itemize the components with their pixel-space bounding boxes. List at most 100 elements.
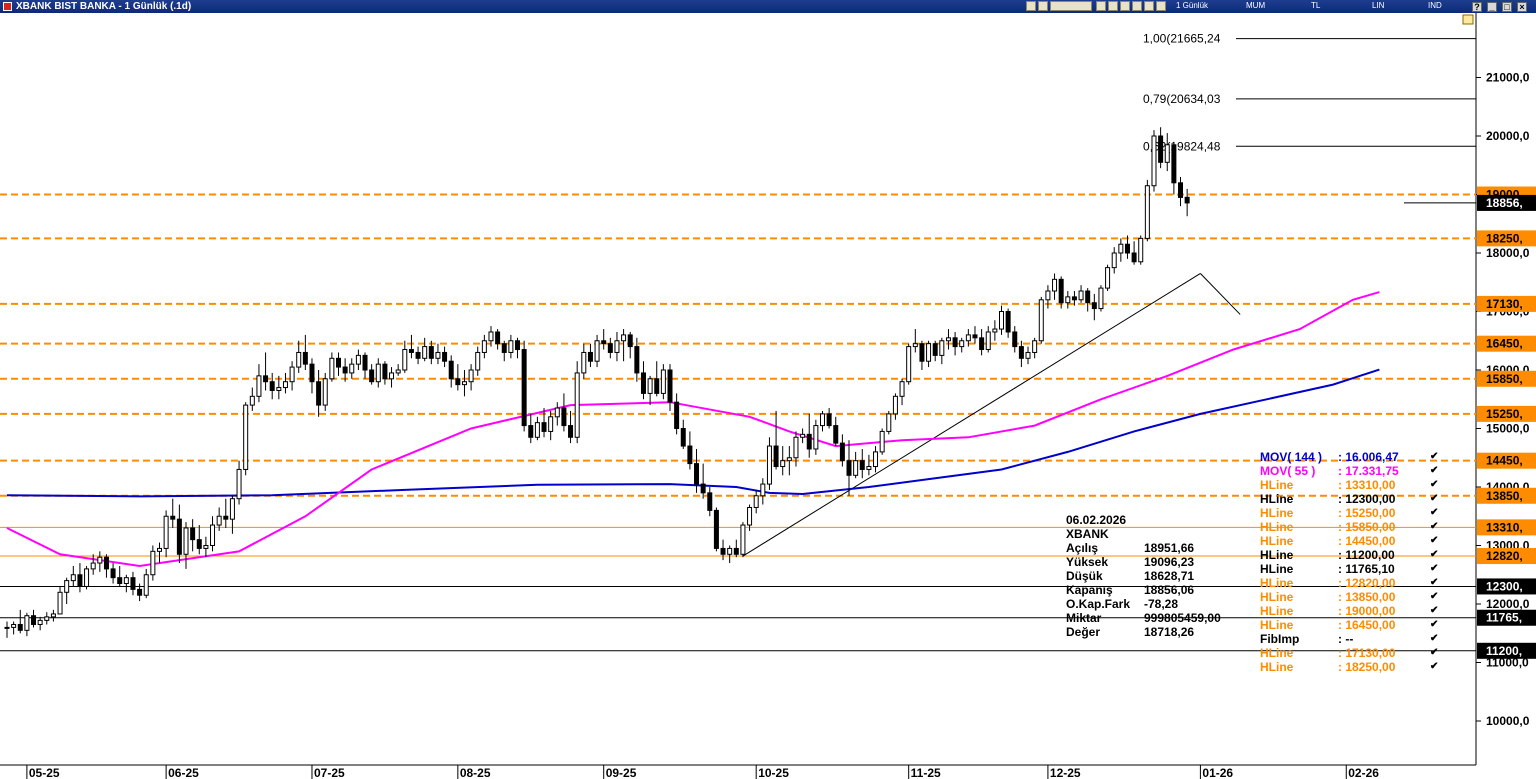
legend-row[interactable]: FibImp: -- ✔ [1260,632,1460,646]
toolbar-icon-6[interactable] [1132,1,1142,11]
legend-row[interactable]: MOV( 144 ): 16.006,47 ✔ [1260,450,1460,464]
legend-label: HLine [1260,646,1294,660]
candle-down [932,343,938,356]
legend-check-icon[interactable]: ✔ [1430,633,1439,644]
candle-up [97,556,103,564]
toolbar-period[interactable]: 1 Günlük [1176,1,1209,10]
hline-price-tag [1477,519,1536,536]
legend-check-icon[interactable]: ✔ [1430,493,1439,504]
toolbar-currency[interactable]: TL [1311,1,1321,10]
x-tick-label: 11-25 [911,766,941,779]
toolbar-chart-type[interactable]: MUM [1246,1,1266,10]
candle-down [269,381,275,391]
legend-check-icon[interactable]: ✔ [1430,647,1439,658]
legend-row[interactable]: HLine: 15850,00 ✔ [1260,520,1460,534]
legend-check-icon[interactable]: ✔ [1430,605,1439,616]
minimize-button[interactable]: _ [1487,2,1497,12]
legend-check-icon[interactable]: ✔ [1430,661,1439,672]
x-tick-label: 08-25 [460,766,491,779]
candle-up [866,466,872,470]
candle-down [1058,278,1064,304]
candle-down [634,346,640,374]
mov144-line [6,368,1380,498]
toolbar-indicators[interactable]: IND [1428,1,1442,10]
legend-row[interactable]: HLine: 13310,00 ✔ [1260,478,1460,492]
legend-check-icon[interactable]: ✔ [1430,479,1439,490]
candle-down [448,360,454,380]
last-close-tag [1477,194,1536,211]
legend-label: HLine [1260,478,1294,492]
candle-down [501,343,507,353]
legend-row[interactable]: HLine: 14450,00 ✔ [1260,534,1460,548]
candle-down [674,401,680,429]
toolbar-icon-1[interactable] [1026,1,1036,11]
legend-row[interactable]: HLine: 19000,00 ✔ [1260,604,1460,618]
candle-up [1151,135,1157,187]
hline-price-label: 16450, [1486,337,1523,351]
toolbar-icon-8[interactable] [1156,1,1166,11]
legend-label: HLine [1260,604,1294,618]
legend-row[interactable]: HLine: 15250,00 ✔ [1260,506,1460,520]
candle-up [322,378,328,406]
candle-down [654,378,660,394]
candle-up [395,369,401,374]
candle-down [103,556,109,570]
toolbar-icon-3[interactable] [1096,1,1106,11]
legend-check-icon[interactable]: ✔ [1430,549,1439,560]
candle-down [31,615,37,625]
info-label: Değer [1066,625,1101,639]
candle-down [1071,296,1077,301]
candle-up [786,457,792,462]
toolbar-icon-2[interactable] [1038,1,1048,11]
hline-price-tag [1477,452,1536,469]
info-symbol: XBANK [1066,527,1109,541]
candle-up [236,468,242,500]
candle-up [468,369,474,383]
toolbar-icon-7[interactable] [1144,1,1154,11]
legend-row[interactable]: HLine: 13850,00 ✔ [1260,590,1460,604]
legend-row[interactable]: MOV( 55 ): 17.331,75 ✔ [1260,464,1460,478]
candle-up [422,346,428,359]
fib-trend-line [1200,273,1241,315]
info-value: 18856,06 [1144,583,1195,597]
candle-up [123,577,129,585]
candle-up [37,619,43,625]
legend-row[interactable]: HLine: 11765,10 ✔ [1260,562,1460,576]
legend-row[interactable]: HLine: 12300,00 ✔ [1260,492,1460,506]
info-row: Kapanış 18856,06 [1066,583,1266,597]
help-button[interactable]: ? [1472,2,1482,12]
maximize-button[interactable]: □ [1502,2,1512,12]
price-chart[interactable]: 10000,011000,012000,013000,014000,015000… [0,13,1536,779]
legend-check-icon[interactable]: ✔ [1430,535,1439,546]
legend-check-icon[interactable]: ✔ [1430,521,1439,532]
legend-check-icon[interactable]: ✔ [1430,563,1439,574]
legend-row[interactable]: HLine: 18250,00 ✔ [1260,660,1460,674]
candle-down [627,334,633,348]
legend-row[interactable]: HLine: 17130,00 ✔ [1260,646,1460,660]
legend-row[interactable]: HLine: 11200,00 ✔ [1260,548,1460,562]
legend-value: : -- [1338,632,1354,646]
legend-row[interactable]: HLine: 12820,00 ✔ [1260,576,1460,590]
toolbar-icon-5[interactable] [1120,1,1130,11]
indicator-legend: MOV( 144 ): 16.006,47 ✔ MOV( 55 ): 17.331,… [1260,450,1460,674]
candle-up [389,372,395,380]
legend-check-icon[interactable]: ✔ [1430,577,1439,588]
candle-down [979,337,985,351]
legend-check-icon[interactable]: ✔ [1430,451,1439,462]
close-button[interactable]: × [1517,2,1527,12]
legend-row[interactable]: HLine: 16450,00 ✔ [1260,618,1460,632]
legend-check-icon[interactable]: ✔ [1430,507,1439,518]
hline-price-tag [1477,230,1536,247]
candle-up [4,626,10,629]
legend-check-icon[interactable]: ✔ [1430,619,1439,630]
candle-down [382,363,388,380]
legend-check-icon[interactable]: ✔ [1430,465,1439,476]
candle-down [846,460,852,476]
toolbar-icon-4[interactable] [1108,1,1118,11]
title-bar[interactable]: XBANK BIST BANKA - 1 Günlük (.1d) 1 Günl… [0,0,1536,13]
legend-label: HLine [1260,590,1294,604]
toolbar-search-box[interactable] [1050,1,1092,11]
toolbar-scale[interactable]: LIN [1372,1,1385,10]
candle-down [561,407,567,427]
legend-check-icon[interactable]: ✔ [1430,591,1439,602]
